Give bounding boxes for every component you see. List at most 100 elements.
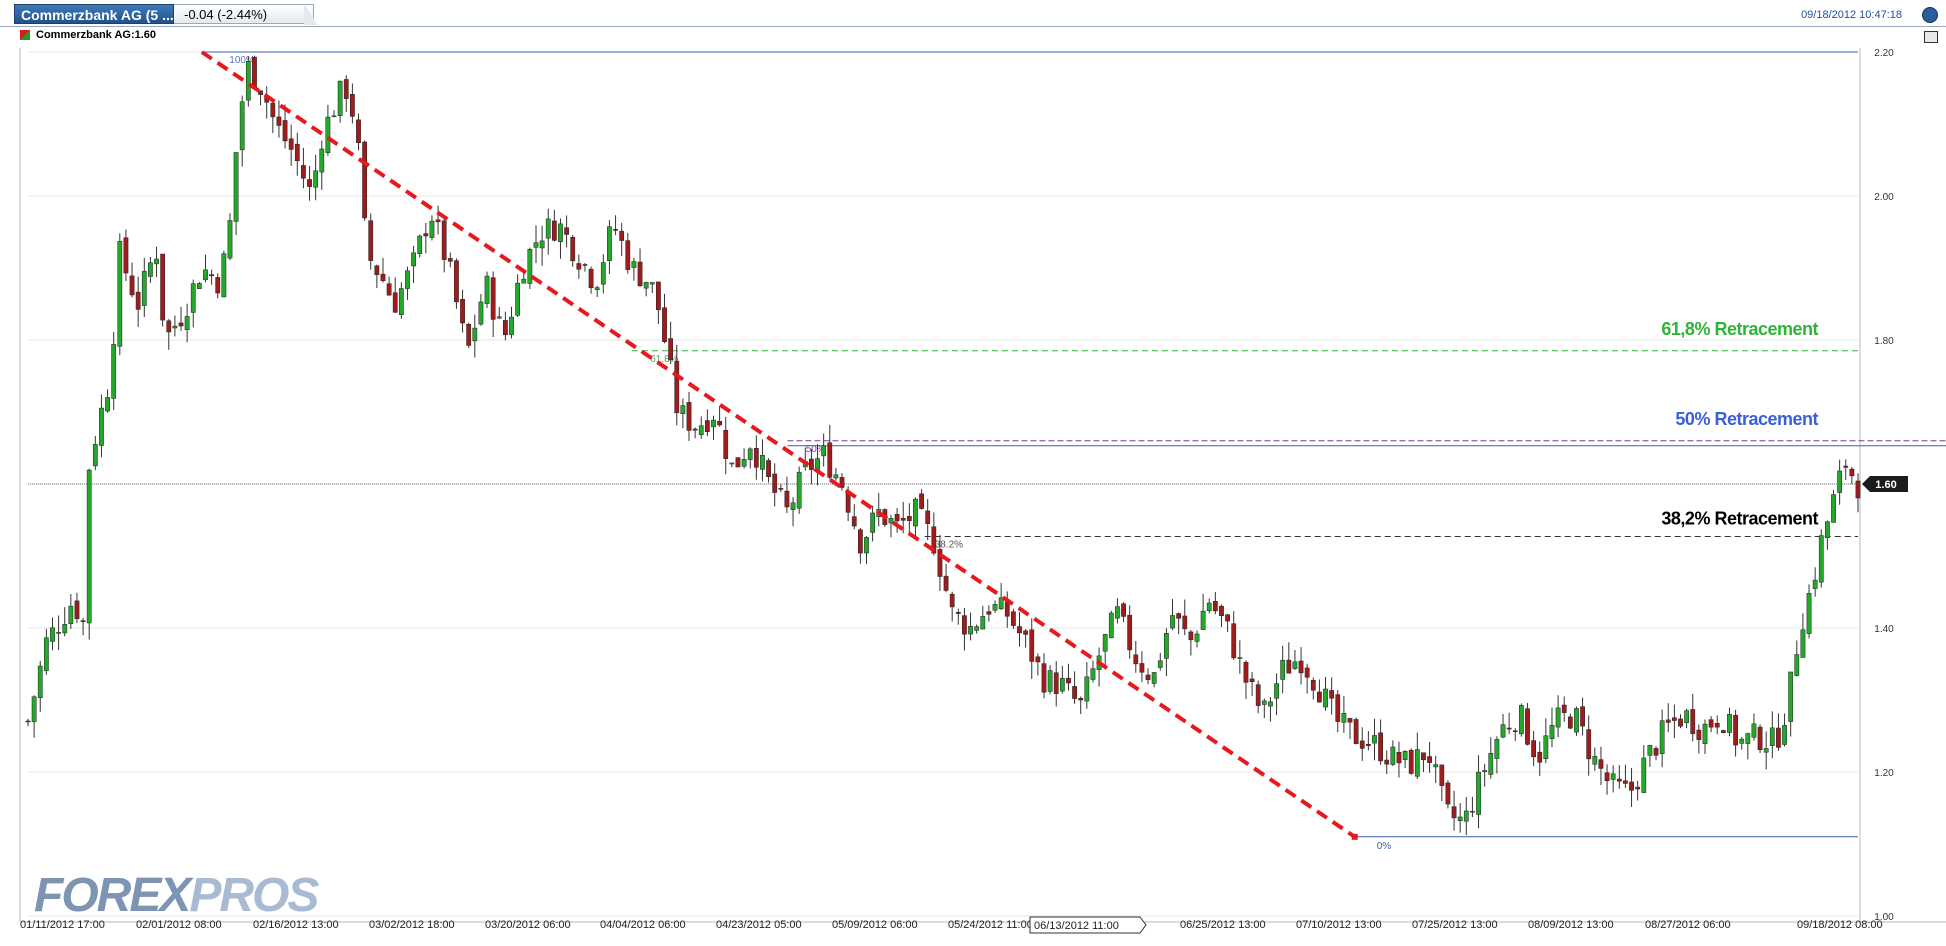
candle-body <box>472 327 478 342</box>
candle-body <box>527 249 533 284</box>
candle-body <box>1170 615 1175 629</box>
forexpros-watermark: FOREXPROS <box>34 869 319 922</box>
candle-body <box>998 597 1004 610</box>
candle-body <box>1672 717 1677 721</box>
candle-body <box>1188 631 1194 641</box>
crosshair-date-label: 06/13/2012 11:00 <box>1034 920 1119 932</box>
candle-body <box>607 226 612 261</box>
candle-body <box>1586 729 1592 760</box>
candle-body <box>221 253 227 298</box>
candle-body <box>1274 683 1279 699</box>
candle-body <box>331 115 337 118</box>
candle-body <box>539 240 545 249</box>
candle-body <box>919 493 924 509</box>
retracement-annotation: 50% Retracement <box>1675 409 1818 429</box>
candle-body <box>1690 709 1696 734</box>
candle-body <box>362 141 368 219</box>
candle-body <box>955 612 961 614</box>
candle-body <box>1518 705 1524 735</box>
candle-body <box>337 80 343 116</box>
candle-body <box>1402 751 1408 760</box>
candle-body <box>31 696 37 723</box>
candle-body <box>1831 494 1836 523</box>
candle-body <box>760 454 765 470</box>
candle-body <box>656 281 661 311</box>
candle-body <box>1157 660 1163 668</box>
candle-body <box>1543 735 1549 759</box>
candle-body <box>349 94 355 117</box>
candle-body <box>1280 659 1286 680</box>
candle-body <box>1549 725 1555 739</box>
candle-body <box>594 287 600 290</box>
candle-body <box>307 179 312 187</box>
candle-body <box>148 262 153 277</box>
x-tick-label: 06/25/2012 13:00 <box>1180 919 1266 931</box>
candle-body <box>704 420 710 432</box>
candle-body <box>1488 753 1494 775</box>
candle-body <box>747 448 753 460</box>
candle-body <box>1298 660 1304 674</box>
x-tick-label: 02/01/2012 08:00 <box>136 919 222 931</box>
candle-body <box>870 512 876 533</box>
candle-body <box>962 615 967 635</box>
candle-body <box>184 316 190 330</box>
candle-body <box>1800 629 1806 658</box>
candle-body <box>1390 746 1396 765</box>
candle-body <box>325 116 331 153</box>
candle-body <box>99 407 104 446</box>
settings-icon[interactable] <box>1922 7 1938 23</box>
candle-body <box>288 138 294 150</box>
candle-body <box>1598 759 1604 769</box>
candle-body <box>1567 716 1573 729</box>
candle-body <box>1023 630 1029 635</box>
candle-body <box>1365 744 1371 746</box>
candle-body <box>1084 676 1090 702</box>
candle-body <box>43 637 49 671</box>
last-price-label: 1.60 <box>1875 479 1896 491</box>
candle-body <box>784 490 790 508</box>
fib-level-label: 50% <box>806 444 826 455</box>
retracement-annotation: 61,8% Retracement <box>1661 319 1818 339</box>
candle-body <box>1310 680 1316 691</box>
candle-body <box>1317 691 1322 703</box>
candle-body <box>894 514 900 522</box>
candle-body <box>723 430 729 459</box>
candle-body <box>227 220 233 259</box>
candle-body <box>25 720 31 723</box>
crosshair-date-box <box>1029 916 1147 934</box>
candle-body <box>1304 667 1310 678</box>
candle-body <box>313 170 319 188</box>
candle-body <box>1457 816 1463 822</box>
candle-body <box>1855 480 1861 499</box>
y-tick-label: 1.40 <box>1874 624 1894 635</box>
candle-body <box>674 360 680 414</box>
candle-body <box>1053 672 1059 694</box>
candle-body <box>741 459 747 467</box>
candle-body <box>1849 468 1855 477</box>
candle-body <box>1292 661 1298 669</box>
candle-body <box>503 320 508 336</box>
minimize-icon[interactable] <box>1924 31 1938 43</box>
candle-body <box>1396 751 1402 764</box>
x-tick-label: 04/23/2012 05:00 <box>716 919 802 931</box>
candle-body <box>766 460 771 477</box>
fib-level-label: 38.2% <box>935 540 963 551</box>
candle-body <box>1806 593 1812 634</box>
candle-body <box>1463 810 1469 822</box>
candle-body <box>643 281 649 289</box>
candle-body <box>600 262 606 285</box>
candle-body <box>1610 773 1616 780</box>
y-tick-label: 1.00 <box>1874 912 1894 923</box>
candle-body <box>558 223 563 243</box>
candle-body <box>619 230 625 241</box>
candle-body <box>1059 677 1065 692</box>
candle-body <box>833 474 839 479</box>
candle-body <box>949 593 955 608</box>
candle-body <box>1531 740 1537 758</box>
tab-instrument-title[interactable]: Commerzbank AG (5 ... <box>14 4 174 24</box>
candle-body <box>974 626 980 631</box>
candle-body <box>582 264 588 266</box>
candle-body <box>1751 723 1757 738</box>
candle-body <box>398 288 404 315</box>
